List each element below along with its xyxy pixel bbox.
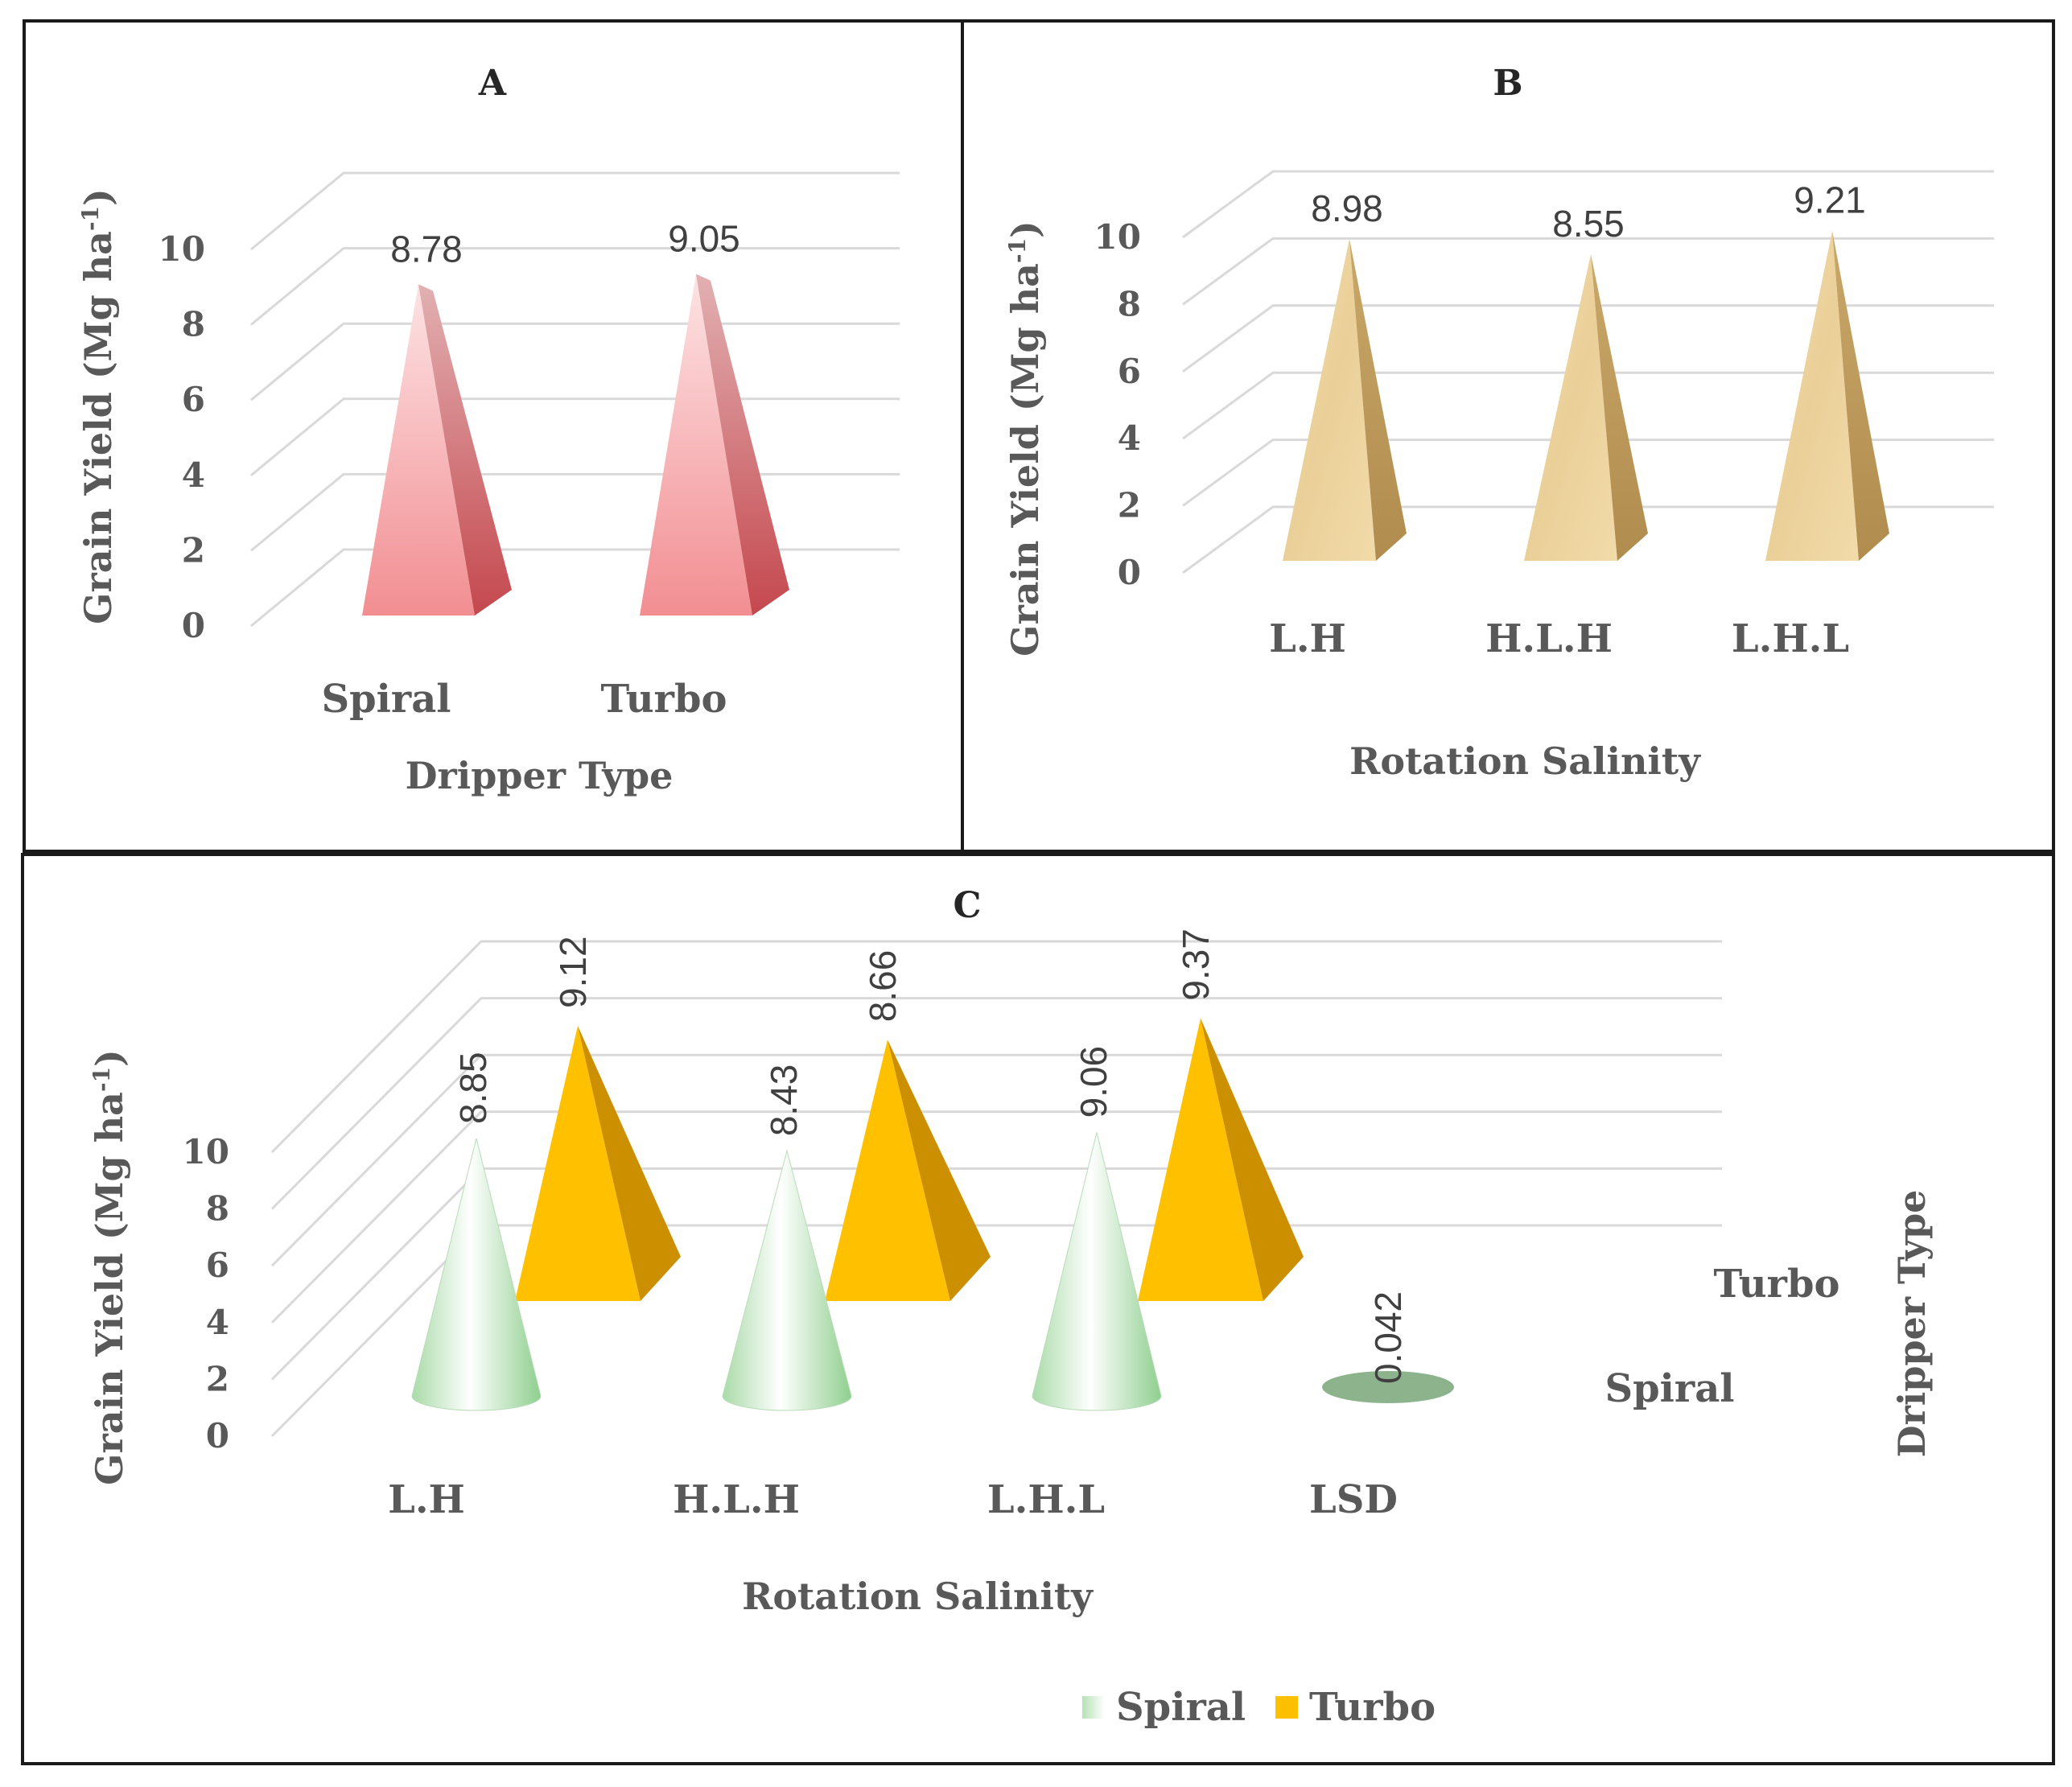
panel-a-y-tick: 0 <box>182 606 205 645</box>
x-tick-h-l-h: H.L.H <box>1485 616 1613 661</box>
bar-turbo-side <box>696 274 789 616</box>
data-label-h-l-h: 8.55 <box>1552 203 1625 245</box>
panel-c-y-tick: 6 <box>206 1246 229 1285</box>
panel-b-title: B <box>1493 63 1522 104</box>
panel-a-gridline <box>250 472 900 552</box>
panel-b-y-tick: 8 <box>1118 284 1141 323</box>
panel-b-gridline <box>1182 304 1994 373</box>
bar-l-h-l-front <box>1765 230 1859 561</box>
panel-c-title: C <box>953 885 981 926</box>
panel-c-y-tick: 4 <box>206 1303 229 1342</box>
legend-swatch-spiral <box>1082 1696 1105 1719</box>
bar-turbo-l-h-l-side <box>1201 1018 1304 1301</box>
panel-a-gridline <box>250 247 900 326</box>
panel-a-y-tick: 10 <box>159 229 205 269</box>
bar-l-h-l-side <box>1832 230 1889 561</box>
panel-a-y-axis-title: Grain Yield (Mg ha-1) <box>76 188 120 624</box>
panel-b-y-tick: 2 <box>1118 486 1141 525</box>
panel-a-y-tick: 2 <box>182 530 205 570</box>
data-label-turbo-l-h-l: 9.37 <box>1175 928 1217 1001</box>
x-tick-lsd: LSD <box>1309 1477 1398 1522</box>
panel-c-gridline <box>270 1110 1722 1324</box>
panel-a-y-tick: 8 <box>182 305 205 344</box>
panel-c-chart: C 0 2 4 6 8 10 Grain Yield (Mg ha-1) 9.12 8.66… <box>88 885 1934 1730</box>
bar-spiral-l-h <box>411 1138 542 1411</box>
legend-swatch-turbo <box>1275 1696 1298 1719</box>
panel-b-border <box>961 19 2055 853</box>
bar-l-h-side <box>1349 238 1407 561</box>
panel-b-y-tick: 0 <box>1118 553 1141 592</box>
panel-c-gridline <box>270 940 1722 1154</box>
x-tick-turbo: Turbo <box>600 677 727 722</box>
panel-b-y-tick: 10 <box>1094 217 1141 257</box>
panel-a-gridline <box>250 322 900 401</box>
data-label-turbo-h-l-h: 8.66 <box>862 950 904 1023</box>
panel-c-depth-axis-title: Dripper Type <box>1890 1190 1934 1458</box>
data-label-l-h-l: 9.21 <box>1794 179 1866 221</box>
panel-a-title: A <box>478 63 507 104</box>
legend-label-turbo: Turbo <box>1309 1685 1436 1730</box>
bar-spiral-h-l-h <box>722 1149 852 1411</box>
bar-l-h-front <box>1283 238 1376 561</box>
panel-a-border <box>23 19 964 853</box>
panel-c-y-axis-title: Grain Yield (Mg ha-1) <box>88 1049 131 1485</box>
panel-c-y-tick: 8 <box>206 1189 229 1229</box>
panel-a-y-tick: 6 <box>182 380 205 419</box>
panel-b-x-axis-title: Rotation Salinity <box>1349 739 1701 783</box>
bar-spiral-l-h-l <box>1032 1132 1162 1411</box>
bar-turbo-l-h-front <box>515 1026 641 1301</box>
bar-turbo-h-l-h-front <box>825 1040 950 1301</box>
data-label-spiral-h-l-h: 8.43 <box>763 1064 805 1137</box>
bar-spiral-side <box>418 284 512 616</box>
panel-a-gridline <box>250 171 900 251</box>
depth-tick-spiral: Spiral <box>1604 1366 1734 1411</box>
panel-c-y-tick: 0 <box>206 1416 229 1456</box>
legend: Spiral Turbo <box>1082 1685 1436 1730</box>
panel-a-chart: A 0 2 4 6 8 10 Grain Yield (Mg ha-1) 8.78 Spir… <box>76 63 900 797</box>
panel-b-gridline <box>1182 371 1994 440</box>
panel-b-gridline <box>1182 505 1994 574</box>
panel-a-gridline <box>250 397 900 476</box>
data-label-spiral-l-h: 8.85 <box>452 1052 494 1124</box>
panel-c-x-axis-title: Rotation Salinity <box>742 1575 1094 1618</box>
data-label-l-h: 8.98 <box>1311 187 1383 229</box>
bar-turbo-l-h-side <box>578 1026 681 1301</box>
panel-a-x-axis-title: Dripper Type <box>406 754 674 797</box>
bar-spiral-lsd <box>1322 1371 1454 1403</box>
legend-label-spiral: Spiral <box>1116 1685 1246 1730</box>
bar-spiral-front <box>362 284 475 616</box>
panel-c-gridline <box>270 997 1722 1210</box>
panel-b-gridline <box>1182 439 1994 507</box>
data-label-spiral-lsd: 0.042 <box>1367 1291 1409 1384</box>
bar-turbo-h-l-h-side <box>888 1040 991 1301</box>
data-label-turbo: 9.05 <box>668 218 740 260</box>
panel-b-gridline <box>1182 237 1994 306</box>
bar-h-l-h-side <box>1591 254 1648 561</box>
panel-a-gridline <box>250 548 900 628</box>
bar-turbo-l-h-l-front <box>1138 1018 1263 1301</box>
panel-c-border <box>21 853 2055 1765</box>
x-tick-l-h: L.H <box>1269 616 1346 661</box>
depth-tick-turbo: Turbo <box>1713 1262 1839 1307</box>
x-tick-l-h-l: L.H.L <box>987 1477 1105 1522</box>
data-label-turbo-l-h: 9.12 <box>552 936 594 1008</box>
panel-c-gridline <box>270 1053 1722 1267</box>
bar-h-l-h-front <box>1524 254 1617 561</box>
panel-c-y-tick: 2 <box>206 1359 229 1398</box>
panel-b-chart: B 0 2 4 6 8 10 Grain Yield (Mg ha-1) 8.98 L.H 8… <box>1003 63 1994 783</box>
bar-turbo-front <box>640 274 752 616</box>
x-tick-l-h-l: L.H.L <box>1732 616 1849 661</box>
data-label-spiral: 8.78 <box>390 228 463 270</box>
panel-b-gridline <box>1182 170 1994 239</box>
data-label-spiral-l-h-l: 9.06 <box>1073 1046 1114 1118</box>
panel-b-y-tick: 4 <box>1118 418 1141 458</box>
x-tick-h-l-h: H.L.H <box>673 1477 800 1522</box>
panel-b-y-axis-title: Grain Yield (Mg ha-1) <box>1003 220 1047 657</box>
panel-a-y-tick: 4 <box>182 455 205 495</box>
panel-b-y-tick: 6 <box>1118 352 1141 391</box>
panel-c-y-tick: 10 <box>183 1132 229 1171</box>
x-tick-spiral: Spiral <box>321 677 451 722</box>
x-tick-l-h: L.H <box>388 1477 465 1522</box>
